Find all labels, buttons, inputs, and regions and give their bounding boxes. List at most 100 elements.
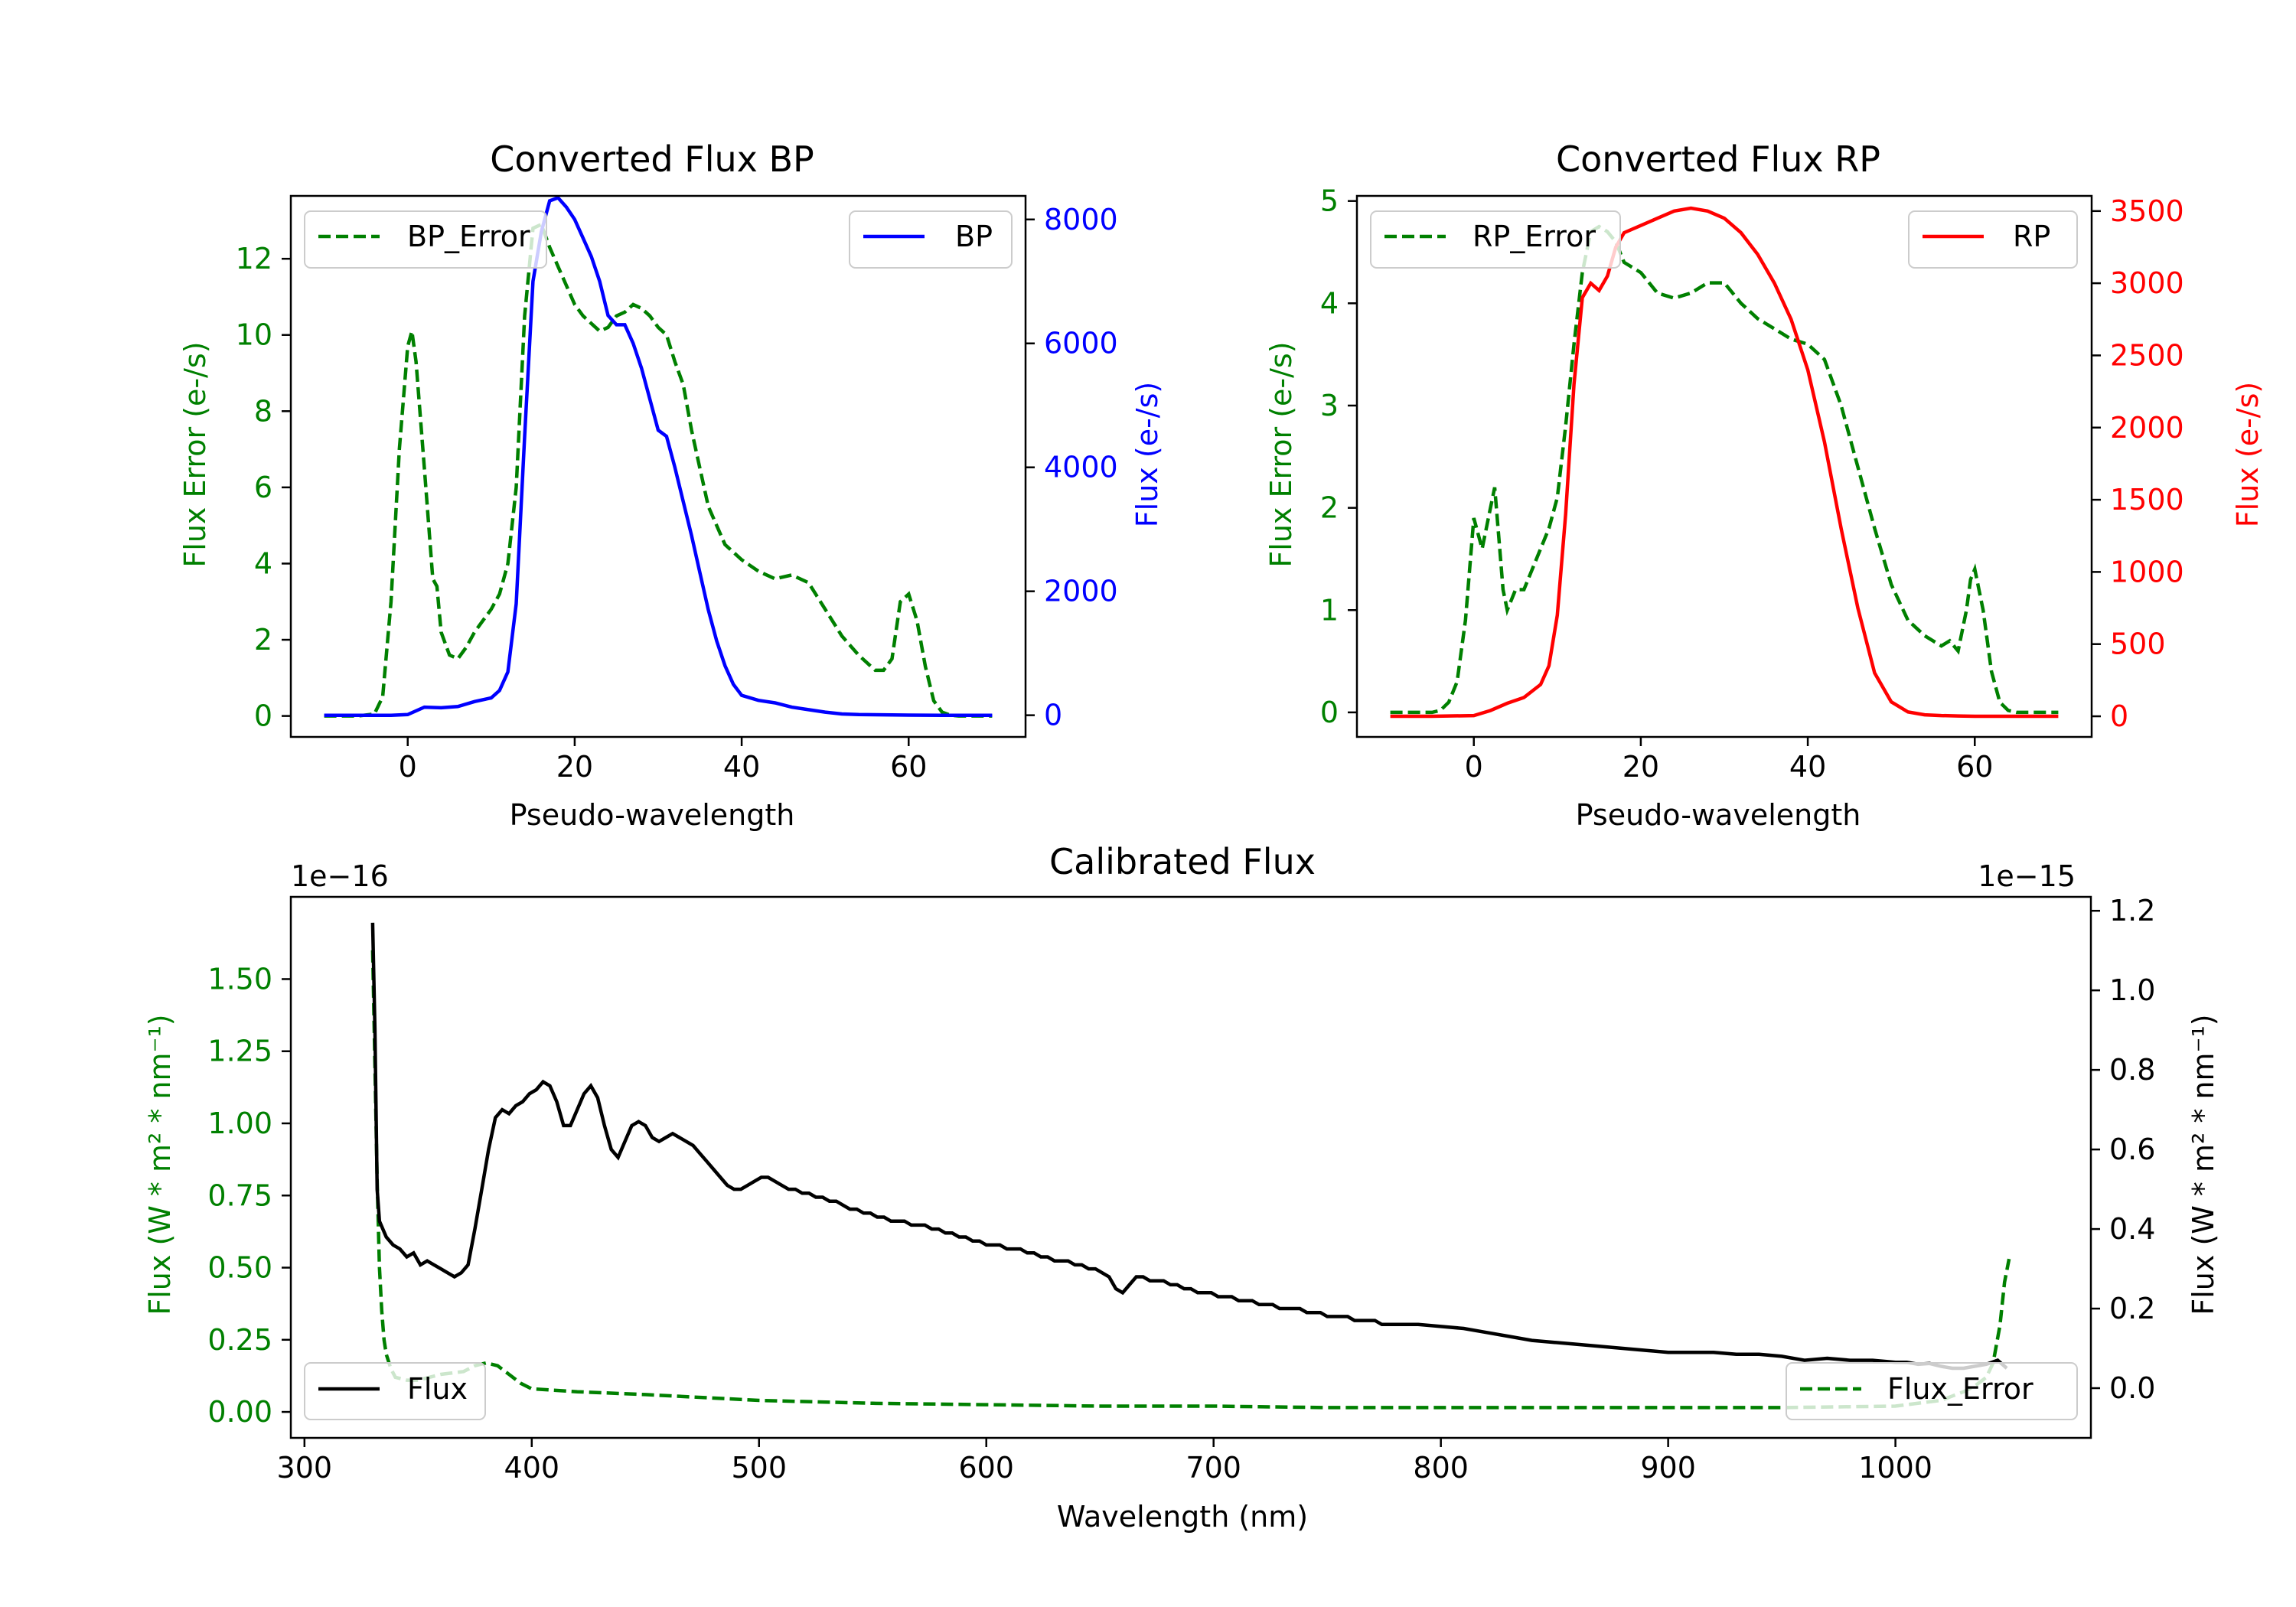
- calibrated-x-axis-label: Wavelength (nm): [1057, 1500, 1308, 1534]
- rp-chart-title: Converted Flux RP: [1556, 139, 1880, 180]
- bp-x-axis-label: Pseudo-wavelength: [510, 798, 795, 832]
- calibrated-left-axis-label: Flux (W * m² * nm⁻¹): [143, 1014, 177, 1315]
- rp-left-ticks: 0 1 2 3 4 5: [1320, 184, 1357, 729]
- bp-chart-panel: Converted Flux BP Pseudo-wavelength Flux…: [178, 139, 1164, 832]
- x-tick-label: 700: [1186, 1451, 1241, 1485]
- left-tick-label: 10: [236, 318, 272, 352]
- x-tick-label: 0: [399, 750, 417, 784]
- rp-flux-legend-box: [1908, 210, 2078, 269]
- right-tick-label: 1.0: [2109, 973, 2155, 1007]
- x-tick-label: 600: [958, 1451, 1014, 1485]
- left-tick-label: 4: [254, 546, 272, 580]
- right-tick-label: 4000: [1044, 451, 1118, 484]
- calibrated-right-offset: 1e−15: [1978, 859, 2076, 893]
- x-tick-label: 800: [1413, 1451, 1469, 1485]
- right-tick-label: 2000: [1044, 575, 1118, 608]
- right-tick-label: 0.4: [2109, 1212, 2155, 1246]
- bp-x-ticks: 0 20 40 60: [399, 737, 927, 784]
- right-tick-label: 0.2: [2109, 1292, 2155, 1325]
- right-tick-label: 0: [2110, 699, 2128, 733]
- rp-right-ticks: 0 500 1000 1500 2000 2500 3000 3500: [2092, 194, 2184, 733]
- left-tick-label: 0: [254, 699, 272, 733]
- calibrated-left-ticks: 0.00 0.25 0.50 0.75 1.00 1.25 1.50: [207, 962, 291, 1429]
- rp-error-legend: RP_Error: [1370, 210, 1621, 269]
- left-tick-label: 3: [1320, 389, 1339, 422]
- x-tick-label: 60: [1956, 750, 1993, 784]
- left-tick-label: 8: [254, 394, 272, 428]
- calibrated-right-ticks: 0.0 0.2 0.4 0.6 0.8 1.0 1.2: [2091, 894, 2155, 1405]
- bp-error-legend-label: BP_Error: [407, 220, 530, 253]
- left-tick-label: 12: [236, 242, 272, 275]
- right-tick-label: 2500: [2110, 338, 2184, 372]
- bp-flux-legend: BP: [849, 210, 1013, 269]
- right-tick-label: 0.8: [2109, 1053, 2155, 1087]
- calibrated-flux-legend-label: Flux: [407, 1372, 468, 1406]
- calibrated-error-legend: Flux_Error: [1786, 1362, 2078, 1420]
- x-tick-label: 60: [890, 750, 927, 784]
- rp-flux-line: [1390, 206, 2059, 719]
- calibrated-left-offset: 1e−16: [291, 859, 389, 893]
- rp-error-legend-label: RP_Error: [1473, 220, 1596, 253]
- rp-chart-panel: Converted Flux RP Pseudo-wavelength Flux…: [1264, 139, 2265, 832]
- rp-flux-legend-label: RP: [2013, 220, 2050, 253]
- rp-flux-legend: RP: [1908, 210, 2078, 269]
- right-tick-label: 3000: [2110, 266, 2184, 300]
- calibrated-error-legend-label: Flux_Error: [1887, 1372, 2033, 1406]
- right-tick-label: 6000: [1044, 327, 1118, 360]
- left-tick-label: 0.00: [207, 1395, 272, 1429]
- calibrated-flux-legend: Flux: [304, 1362, 486, 1420]
- left-tick-label: 6: [254, 471, 272, 504]
- left-tick-label: 5: [1320, 184, 1339, 218]
- left-tick-label: 4: [1320, 286, 1339, 320]
- x-tick-label: 40: [723, 750, 760, 784]
- left-tick-label: 2: [254, 623, 272, 657]
- bp-right-ticks: 0 2000 4000 6000 8000: [1026, 203, 1118, 732]
- calibrated-chart-panel: Calibrated Flux 1e−16 1e−15 Wavelength (…: [143, 841, 2220, 1534]
- calibrated-chart-title: Calibrated Flux: [1049, 841, 1316, 882]
- left-tick-label: 1.50: [207, 962, 272, 996]
- bp-flux-legend-label: BP: [955, 220, 993, 253]
- bp-axes-frame: [289, 194, 1027, 738]
- left-tick-label: 2: [1320, 491, 1339, 525]
- x-tick-label: 300: [277, 1451, 333, 1485]
- left-tick-label: 0.75: [207, 1178, 272, 1212]
- bp-flux-legend-box: [849, 210, 1013, 269]
- x-tick-label: 500: [731, 1451, 787, 1485]
- x-tick-label: 20: [1623, 750, 1659, 784]
- x-tick-label: 40: [1789, 750, 1826, 784]
- rp-x-ticks: 0 20 40 60: [1465, 737, 1993, 784]
- rp-error-line: [1390, 224, 2059, 715]
- right-tick-label: 1500: [2110, 483, 2184, 517]
- right-tick-label: 500: [2110, 627, 2166, 661]
- left-tick-label: 0: [1320, 696, 1339, 729]
- bp-error-legend-box: [304, 210, 547, 269]
- calibrated-flux-line: [370, 922, 2008, 1371]
- calibrated-right-axis-label: Flux (W * m² * nm⁻¹): [2187, 1014, 2220, 1315]
- x-tick-label: 1000: [1858, 1451, 1932, 1485]
- rp-axes-frame: [1355, 194, 2093, 738]
- x-tick-label: 400: [504, 1451, 560, 1485]
- calibrated-flux-legend-box: [304, 1362, 486, 1420]
- bp-left-ticks: 0 2 4 6 8 10 12: [236, 242, 291, 733]
- bp-chart-title: Converted Flux BP: [490, 139, 814, 180]
- rp-x-axis-label: Pseudo-wavelength: [1576, 798, 1861, 832]
- right-tick-label: 1000: [2110, 555, 2184, 588]
- right-tick-label: 0.6: [2109, 1133, 2155, 1166]
- x-tick-label: 0: [1465, 750, 1483, 784]
- left-tick-label: 0.25: [207, 1323, 272, 1357]
- x-tick-label: 20: [556, 750, 593, 784]
- calibrated-x-ticks: 300 400 500 600 700 800 900 1000: [277, 1438, 1932, 1485]
- right-tick-label: 3500: [2110, 194, 2184, 228]
- bp-flux-line: [324, 195, 993, 717]
- left-tick-label: 1: [1320, 593, 1339, 627]
- calibrated-axes-frame: [289, 895, 2092, 1439]
- left-tick-label: 1.25: [207, 1035, 272, 1068]
- right-tick-label: 2000: [2110, 411, 2184, 445]
- bp-right-axis-label: Flux (e-/s): [1130, 382, 1164, 527]
- right-tick-label: 0.0: [2109, 1371, 2155, 1405]
- bp-error-legend: BP_Error: [304, 210, 547, 269]
- rp-right-axis-label: Flux (e-/s): [2231, 382, 2265, 527]
- calibrated-error-legend-box: [1786, 1362, 2078, 1420]
- right-tick-label: 1.2: [2109, 894, 2155, 927]
